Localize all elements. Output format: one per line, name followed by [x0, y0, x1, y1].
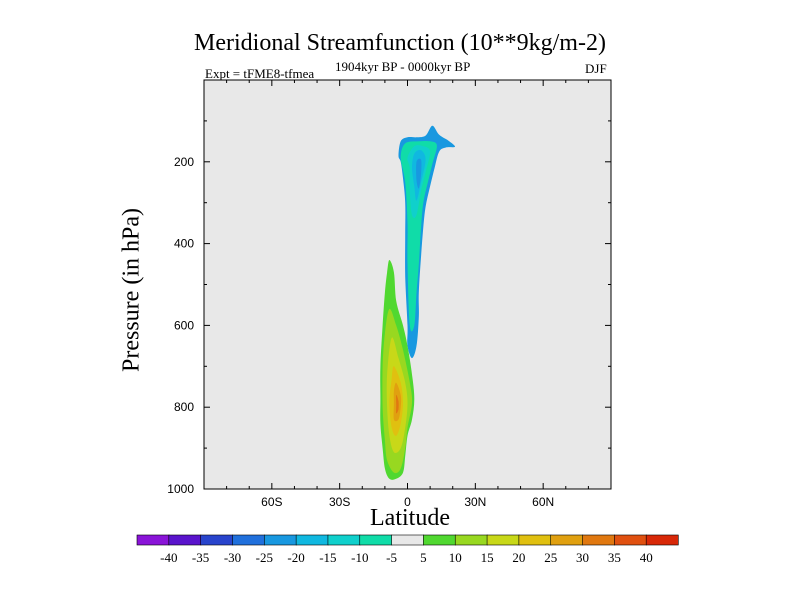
- y-tick-label: 600: [174, 318, 194, 332]
- y-tick-label: 400: [174, 237, 194, 251]
- colorbar-swatch: [391, 534, 425, 546]
- colorbar-swatch: [518, 534, 552, 546]
- colorbar-label: -35: [192, 550, 209, 565]
- x-tick-label: 60S: [261, 495, 282, 509]
- colorbar: -40 -35 -30 -25 -20 -15 -10 -5 5 10 15 20 25 30 35 40: [136, 534, 679, 565]
- colorbar-swatch: [582, 534, 615, 546]
- axes: 60S 30S 0 30N 60N 200 400 600 800 1000: [167, 80, 611, 509]
- colorbar-label: 15: [481, 550, 494, 565]
- x-tick-label: 60N: [532, 495, 554, 509]
- experiment-label: Expt = tFME8-tfmea: [205, 66, 315, 81]
- x-tick-label: 0: [404, 495, 411, 509]
- negative-cell-level: [416, 158, 422, 189]
- positive-cell-level: [396, 394, 399, 414]
- x-tick-label: 30N: [464, 495, 486, 509]
- colorbar-label: -10: [351, 550, 368, 565]
- contour-fills: [380, 125, 456, 480]
- colorbar-swatch: [168, 534, 202, 546]
- colorbar-swatch: [645, 534, 679, 546]
- x-axis-label: Latitude: [370, 505, 450, 531]
- colorbar-swatch: [232, 534, 265, 546]
- chart-title: Meridional Streamfunction (10**9kg/m-2): [194, 30, 606, 56]
- colorbar-label: -20: [287, 550, 304, 565]
- colorbar-swatch: [263, 534, 297, 546]
- colorbar-label: 40: [640, 550, 653, 565]
- colorbar-swatch: [136, 534, 170, 546]
- y-tick-label: 1000: [167, 482, 194, 496]
- y-axis-label: Pressure (in hPa): [118, 208, 145, 372]
- colorbar-label: 10: [449, 550, 462, 565]
- x-tick-label: 30S: [329, 495, 350, 509]
- colorbar-label: -40: [160, 550, 177, 565]
- period-label: 1904kyr BP - 0000kyr BP: [335, 59, 471, 74]
- colorbar-label: 30: [576, 550, 589, 565]
- colorbar-swatch: [327, 534, 361, 546]
- colorbar-swatch: [614, 534, 647, 546]
- colorbar-label: -30: [224, 550, 241, 565]
- colorbar-label: 25: [544, 550, 557, 565]
- colorbar-label: -5: [386, 550, 397, 565]
- colorbar-label: 35: [608, 550, 621, 565]
- colorbar-swatch: [486, 534, 520, 546]
- colorbar-swatch: [454, 534, 488, 546]
- colorbar-label: 5: [420, 550, 427, 565]
- y-tick-label: 200: [174, 155, 194, 169]
- colorbar-label: 20: [512, 550, 525, 565]
- colorbar-label: -25: [256, 550, 273, 565]
- colorbar-label: -15: [319, 550, 336, 565]
- colorbar-swatch: [550, 534, 584, 546]
- y-tick-label: 800: [174, 400, 194, 414]
- colorbar-swatch: [359, 534, 393, 546]
- colorbar-swatch: [423, 534, 456, 546]
- colorbar-swatch: [200, 534, 234, 546]
- colorbar-swatch: [295, 534, 329, 546]
- season-label: DJF: [585, 61, 607, 76]
